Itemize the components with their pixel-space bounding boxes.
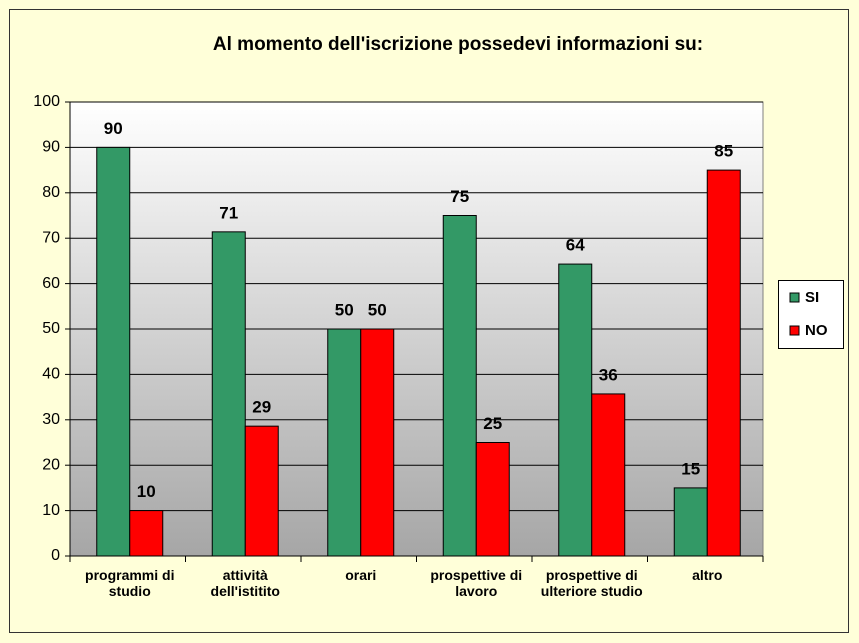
y-tick-label: 0 [51, 547, 60, 564]
y-tick-label: 30 [42, 411, 60, 428]
y-tick-label: 100 [33, 93, 60, 110]
y-tick-label: 70 [42, 229, 60, 246]
y-tick-label: 90 [42, 139, 60, 156]
data-label: 64 [566, 236, 585, 255]
chart-title: Al momento dell'iscrizione possedevi inf… [213, 34, 703, 55]
bar [706, 169, 741, 557]
legend-swatch [789, 325, 800, 336]
legend-label: SI [805, 289, 819, 306]
data-label: 71 [219, 203, 238, 222]
y-tick-label: 60 [42, 275, 60, 292]
data-label: 50 [368, 300, 387, 319]
data-label: 90 [104, 119, 123, 138]
data-label: 75 [450, 187, 469, 206]
x-tick-label: altro [692, 567, 723, 583]
bar [244, 425, 279, 557]
data-label: 29 [252, 398, 271, 417]
x-tick-label: prospettive di lavoro [430, 567, 523, 599]
data-label: 15 [681, 459, 700, 478]
bar [211, 231, 246, 557]
data-label: 10 [137, 482, 156, 501]
bar [96, 146, 131, 557]
bar [327, 328, 362, 557]
bar [360, 328, 395, 557]
x-tick-label: attività dell'istitito [210, 567, 280, 599]
legend-label: NO [805, 322, 828, 339]
bar [129, 510, 164, 557]
x-tick-label: orari [345, 567, 377, 583]
y-tick-label: 20 [42, 456, 60, 473]
legend-swatch [789, 292, 800, 303]
x-tick-label: prospettive di ulteriore studio [540, 567, 643, 599]
legend-box [778, 280, 844, 349]
x-tick-label: programmi di studio [85, 567, 175, 599]
bar [475, 442, 510, 557]
y-tick-label: 40 [42, 366, 60, 383]
y-tick-label: 80 [42, 184, 60, 201]
bar [591, 393, 626, 557]
bar [442, 215, 477, 557]
data-label: 50 [335, 300, 354, 319]
y-tick-label: 10 [42, 502, 60, 519]
bar [673, 487, 708, 557]
data-label: 85 [714, 142, 733, 161]
bar [558, 263, 593, 557]
y-tick-label: 50 [42, 320, 60, 337]
data-label: 25 [483, 414, 502, 433]
data-label: 36 [599, 365, 618, 384]
